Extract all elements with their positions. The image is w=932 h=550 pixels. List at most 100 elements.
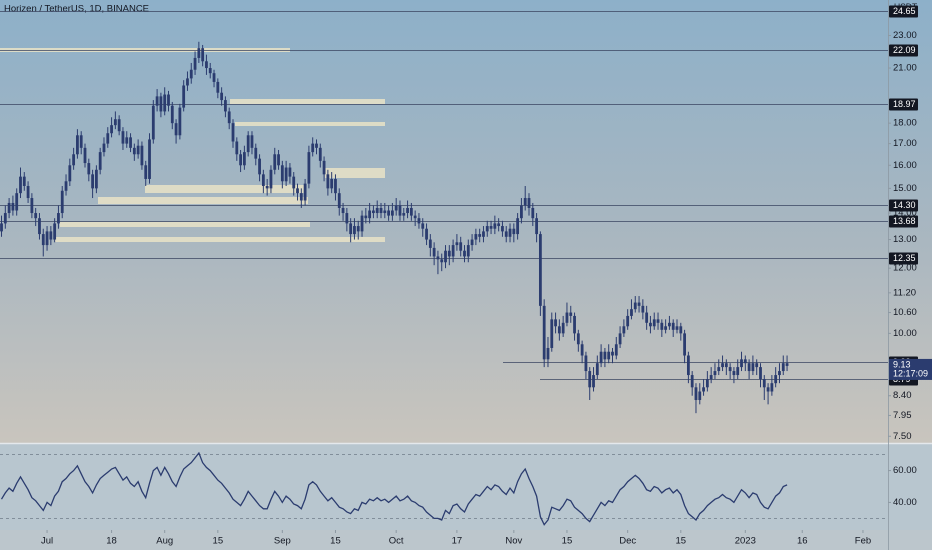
candle-body xyxy=(57,213,60,224)
candle-body xyxy=(79,135,83,148)
candle-body xyxy=(732,371,736,376)
candle-body xyxy=(216,81,220,93)
candle-body xyxy=(421,223,425,229)
candle-body xyxy=(41,234,45,246)
candle-body xyxy=(15,193,19,211)
level-label-box xyxy=(889,252,918,265)
candle-body xyxy=(781,363,785,372)
candle-body xyxy=(759,367,762,380)
candle-body xyxy=(713,371,717,376)
candle-body xyxy=(246,135,250,153)
candle-body xyxy=(273,154,277,170)
candle-body xyxy=(527,198,531,208)
candle-body xyxy=(326,174,330,189)
candle-body xyxy=(436,256,440,260)
candle-body xyxy=(53,223,57,240)
candle-body xyxy=(22,176,26,186)
candle-body xyxy=(76,135,79,155)
candle-body xyxy=(668,322,671,327)
candle-body xyxy=(277,154,280,166)
candle-body xyxy=(129,137,132,148)
candle-body xyxy=(11,202,15,211)
candle-body xyxy=(489,226,493,229)
candle-body xyxy=(258,158,261,175)
candle-body xyxy=(311,143,315,153)
level-label-box xyxy=(889,5,918,18)
candle-body xyxy=(637,302,641,306)
candle-body xyxy=(611,351,614,356)
candle-body xyxy=(144,165,148,179)
candle-body xyxy=(580,344,584,356)
zone xyxy=(0,48,290,52)
candle-body xyxy=(705,379,709,388)
y-tick-label: 21.00 xyxy=(893,63,917,74)
y-tick-label: 16.00 xyxy=(893,160,917,171)
candle-body xyxy=(49,231,53,240)
level-label-box xyxy=(889,44,918,57)
candle-body xyxy=(280,165,284,182)
candle-body xyxy=(322,160,326,175)
x-tick-label: 15 xyxy=(562,536,573,547)
candle-body xyxy=(406,207,409,214)
candle-body xyxy=(189,69,193,79)
candle-body xyxy=(72,154,76,166)
candle-body xyxy=(34,213,38,219)
zone xyxy=(60,222,310,227)
candle-body xyxy=(516,218,520,235)
x-tick-label: 2023 xyxy=(735,536,756,547)
candle-body xyxy=(387,210,390,216)
candle-body xyxy=(402,213,406,216)
candle-body xyxy=(482,231,485,237)
candle-body xyxy=(702,387,705,392)
candle-body xyxy=(19,176,22,194)
y-tick-label: 11.20 xyxy=(893,287,916,298)
level-label: 24.65 xyxy=(893,6,916,16)
candle-body xyxy=(641,305,645,313)
candle-body xyxy=(444,250,447,263)
candle-body xyxy=(307,152,311,184)
candle-body xyxy=(269,169,273,189)
zone xyxy=(98,197,308,204)
candle-body xyxy=(220,92,224,101)
rsi-line xyxy=(0,451,788,526)
time-axis xyxy=(0,530,932,550)
candle-body xyxy=(136,145,140,155)
candle-body xyxy=(690,375,694,388)
candle-body xyxy=(182,85,186,108)
candle-body xyxy=(30,198,34,214)
candle-body xyxy=(83,147,87,164)
candle-body xyxy=(557,326,561,334)
candle-body xyxy=(151,105,155,140)
candle-body xyxy=(649,322,652,327)
candle-body xyxy=(148,139,151,179)
candle-body xyxy=(683,333,686,356)
x-tick-label: 17 xyxy=(452,536,463,547)
zone xyxy=(325,168,385,178)
zone xyxy=(235,122,385,126)
rsi-pane xyxy=(0,443,932,530)
candle-body xyxy=(140,145,144,166)
rsi-tick-label: 60.00 xyxy=(893,465,917,476)
candle-body xyxy=(565,312,569,323)
candle-body xyxy=(330,178,334,189)
candle-body xyxy=(318,147,322,161)
candle-body xyxy=(740,359,743,368)
candle-body xyxy=(785,363,789,366)
candle-body xyxy=(155,96,159,106)
candle-body xyxy=(125,137,129,144)
candle-body xyxy=(724,363,728,368)
candle-body xyxy=(167,94,170,106)
rsi-tick-label: 40.00 xyxy=(893,497,917,508)
candle-body xyxy=(778,371,781,376)
level-label: 14.30 xyxy=(893,200,916,210)
candle-body xyxy=(652,319,656,327)
candle-body xyxy=(26,185,30,199)
level-label: 12.35 xyxy=(893,253,916,263)
candle-body xyxy=(428,239,432,248)
x-tick-label: Sep xyxy=(274,536,291,547)
candle-body xyxy=(592,375,595,388)
candle-body xyxy=(3,213,7,224)
candle-body xyxy=(284,167,288,182)
x-tick-label: Feb xyxy=(855,536,871,547)
candle-body xyxy=(561,322,565,334)
